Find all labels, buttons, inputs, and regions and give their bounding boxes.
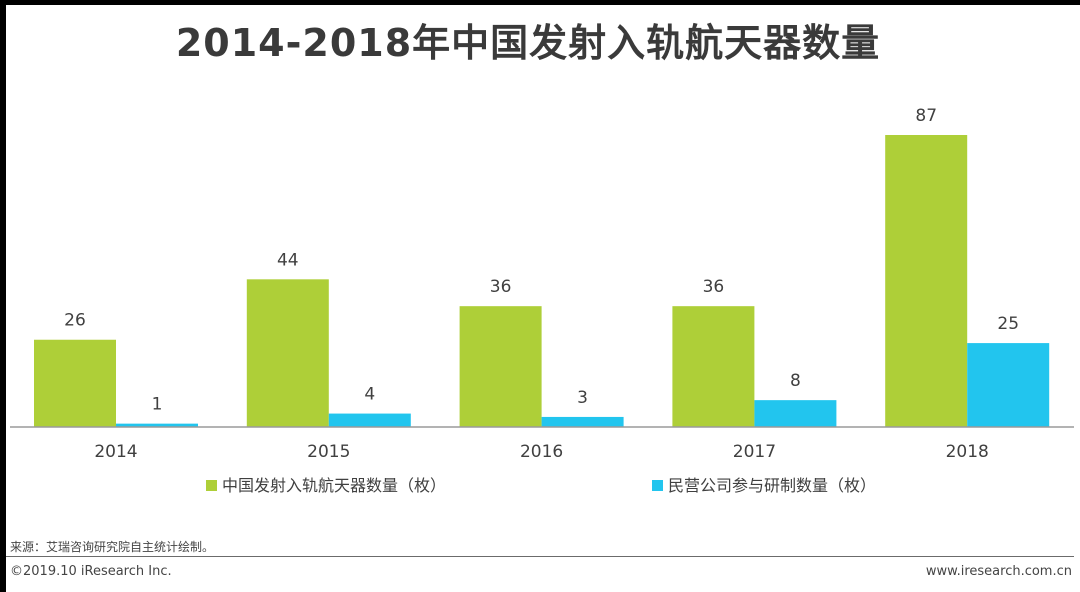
bar-spacecraft-2016 <box>459 306 542 427</box>
data-label-private-2018: 25 <box>997 314 1019 334</box>
bar-chart: 261201444420153632016368201787252018中国发射… <box>10 106 1074 495</box>
copyright-text: ©2019.10 iResearch Inc. <box>10 564 172 579</box>
data-label-private-2016: 3 <box>577 388 588 408</box>
data-label-private-2017: 8 <box>790 371 801 391</box>
bar-private-2017 <box>754 400 837 427</box>
data-label-spacecraft-2018: 87 <box>915 106 937 126</box>
frame-left-border <box>0 0 6 592</box>
chart-title: 2014-2018年中国发射入轨航天器数量 <box>175 21 881 65</box>
bar-spacecraft-2015 <box>246 279 329 427</box>
x-tick-label-2015: 2015 <box>307 442 350 462</box>
x-tick-label-2017: 2017 <box>733 442 776 462</box>
data-label-spacecraft-2016: 36 <box>490 277 512 297</box>
data-label-spacecraft-2017: 36 <box>703 277 725 297</box>
footer-divider <box>6 556 1074 557</box>
bar-spacecraft-2018 <box>885 135 968 427</box>
bar-spacecraft-2017 <box>672 306 755 427</box>
bar-private-2018 <box>967 343 1050 427</box>
source-note: 来源：艾瑞咨询研究院自主统计绘制。 <box>10 540 215 554</box>
frame-top-border <box>0 0 1080 5</box>
bar-private-2015 <box>328 413 411 427</box>
x-tick-label-2016: 2016 <box>520 442 563 462</box>
legend-swatch-private <box>652 480 663 491</box>
bar-spacecraft-2014 <box>34 339 116 427</box>
data-label-spacecraft-2015: 44 <box>277 250 299 270</box>
legend-label-spacecraft: 中国发射入轨航天器数量（枚） <box>222 476 446 495</box>
legend-label-private: 民营公司参与研制数量（枚） <box>668 476 876 495</box>
data-label-private-2015: 4 <box>364 385 375 405</box>
x-tick-label-2014: 2014 <box>94 442 137 462</box>
bar-private-2016 <box>541 416 624 427</box>
legend-swatch-spacecraft <box>206 480 217 491</box>
website-text: www.iresearch.com.cn <box>925 564 1072 579</box>
bar-private-2014 <box>116 423 198 427</box>
data-label-private-2014: 1 <box>152 395 163 415</box>
x-tick-label-2018: 2018 <box>946 442 989 462</box>
data-label-spacecraft-2014: 26 <box>64 311 86 331</box>
